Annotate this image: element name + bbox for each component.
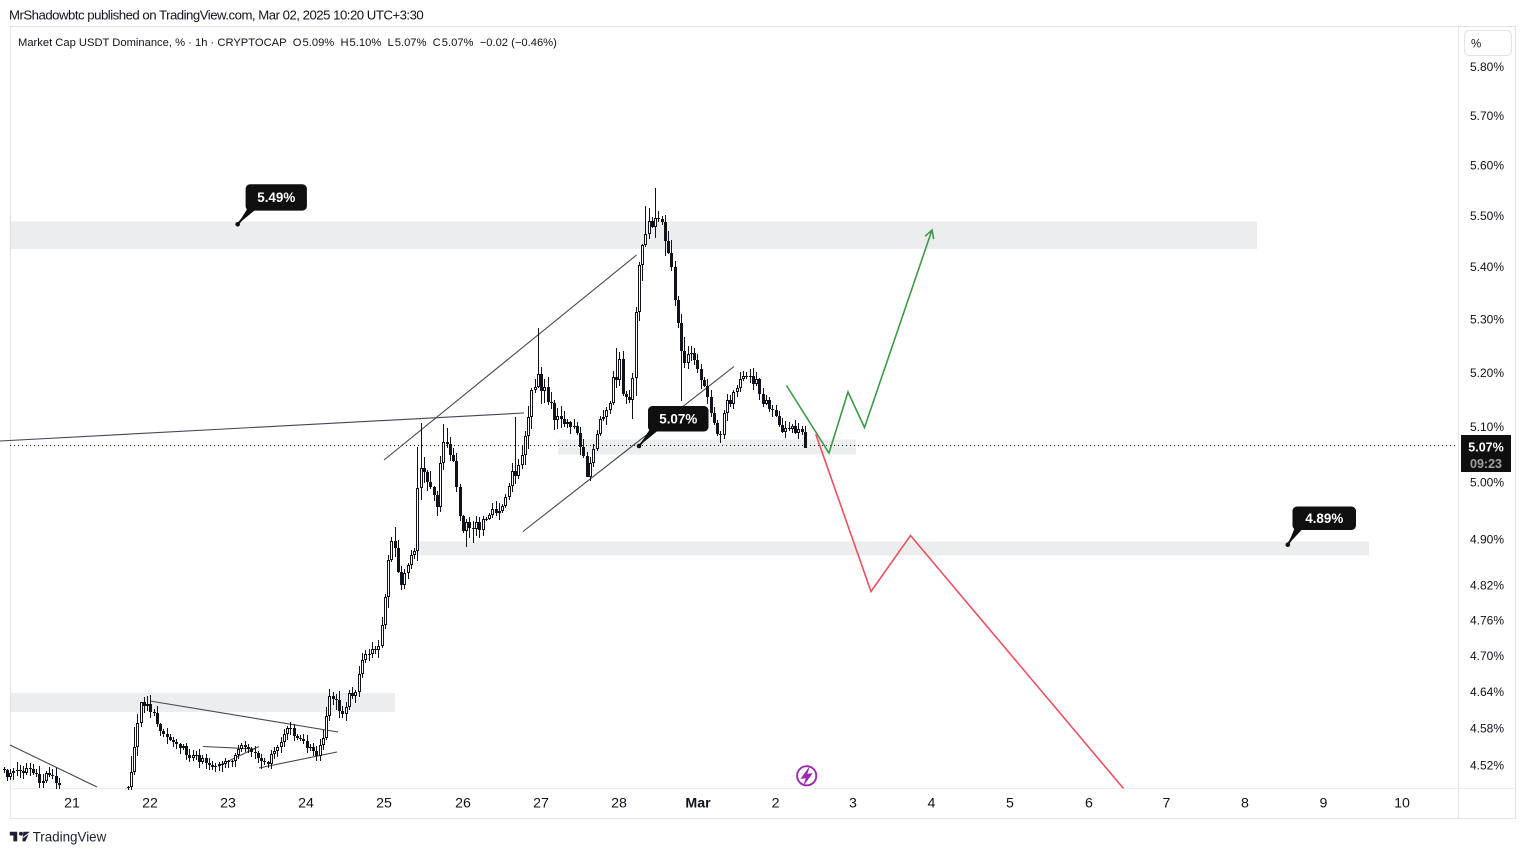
svg-text:10: 10 (1394, 796, 1410, 812)
svg-text:5.00%: 5.00% (1470, 476, 1504, 490)
svg-text:5.50%: 5.50% (1470, 209, 1504, 223)
svg-text:MrShadowbtc published on Tradi: MrShadowbtc published on TradingView.com… (9, 8, 423, 23)
svg-text:4: 4 (928, 796, 936, 812)
svg-text:25: 25 (376, 796, 392, 812)
svg-text:5.07%: 5.07% (659, 411, 697, 426)
svg-text:4.76%: 4.76% (1470, 613, 1504, 627)
svg-text:4.58%: 4.58% (1470, 721, 1504, 735)
svg-text:4.89%: 4.89% (1305, 511, 1343, 526)
svg-text:9: 9 (1320, 796, 1328, 812)
svg-text:2: 2 (772, 796, 780, 812)
svg-text:09:23: 09:23 (1470, 457, 1502, 471)
svg-text:6: 6 (1085, 796, 1093, 812)
svg-text:5.07%: 5.07% (1468, 440, 1503, 454)
svg-text:21: 21 (64, 796, 80, 812)
svg-text:28: 28 (611, 796, 627, 812)
svg-text:7: 7 (1163, 796, 1171, 812)
svg-text:4.70%: 4.70% (1470, 649, 1504, 663)
svg-text:4.52%: 4.52% (1470, 758, 1504, 772)
svg-text:TradingView: TradingView (33, 830, 107, 845)
svg-text:24: 24 (298, 796, 314, 812)
svg-text:%: % (1471, 39, 1481, 51)
svg-text:22: 22 (142, 796, 158, 812)
svg-text:23: 23 (220, 796, 236, 812)
svg-text:5.40%: 5.40% (1470, 260, 1504, 274)
svg-text:5.60%: 5.60% (1470, 158, 1504, 172)
svg-text:5.10%: 5.10% (1470, 420, 1504, 434)
svg-text:4.90%: 4.90% (1470, 532, 1504, 546)
svg-text:Market Cap USDT Dominance, % ·: Market Cap USDT Dominance, % · 1h · CRYP… (18, 37, 557, 49)
svg-text:4.64%: 4.64% (1470, 685, 1504, 699)
svg-text:5.20%: 5.20% (1470, 366, 1504, 380)
svg-text:5.30%: 5.30% (1470, 313, 1504, 327)
svg-text:4.82%: 4.82% (1470, 578, 1504, 592)
svg-text:5.49%: 5.49% (257, 190, 295, 205)
svg-text:3: 3 (849, 796, 857, 812)
svg-text:5.70%: 5.70% (1470, 109, 1504, 123)
svg-text:8: 8 (1241, 796, 1249, 812)
svg-text:Mar: Mar (685, 796, 711, 812)
svg-text:5: 5 (1006, 796, 1014, 812)
svg-text:27: 27 (533, 796, 549, 812)
svg-text:5.80%: 5.80% (1470, 60, 1504, 74)
svg-text:26: 26 (455, 796, 471, 812)
